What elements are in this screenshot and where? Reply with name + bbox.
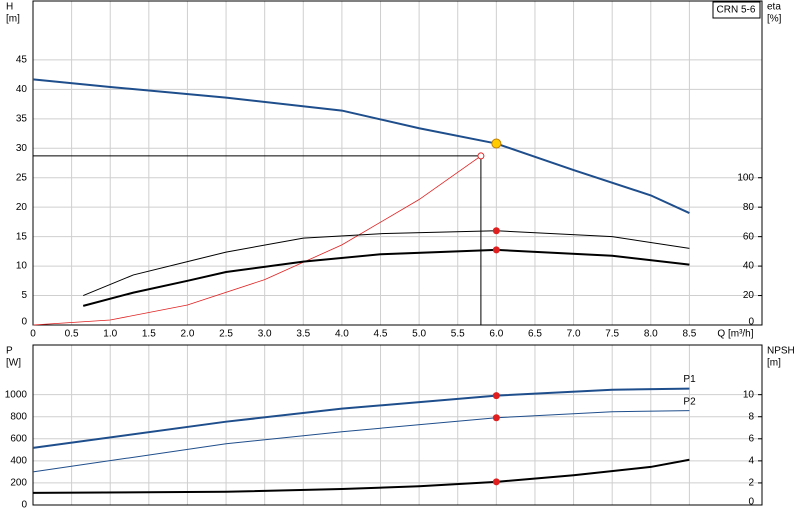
y2-tick-label: 2 [748, 478, 754, 489]
y2-tick-label: 0 [748, 317, 754, 328]
duty-point [492, 227, 500, 235]
y-tick-label: 400 [10, 456, 27, 467]
y-tick-label: 200 [10, 478, 27, 489]
duty-point [492, 478, 500, 486]
x-tick-label: 8.0 [644, 329, 658, 340]
x-tick-label: 5.0 [412, 329, 426, 340]
x-axis-label: Q [m³/h] [717, 329, 753, 340]
y2-tick-label: 80 [743, 202, 755, 213]
series-label: P2 [683, 396, 696, 407]
operating-point [477, 152, 485, 160]
x-tick-label: 2.5 [219, 329, 233, 340]
y-tick-label: 35 [16, 113, 28, 124]
y-tick-label: 20 [16, 202, 28, 213]
duty-point [492, 246, 500, 254]
y2-tick-label: 10 [743, 389, 755, 400]
y2-tick-label: 8 [748, 411, 754, 422]
x-tick-label: 7.0 [567, 329, 581, 340]
duty-point [492, 392, 500, 400]
series-label: P1 [683, 374, 696, 385]
x-tick-label: 4.5 [374, 329, 388, 340]
y-axis-unit: [m] [6, 14, 20, 25]
y2-tick-label: 40 [743, 261, 755, 272]
x-tick-label: 0 [30, 329, 36, 340]
x-tick-label: 0.5 [65, 329, 79, 340]
series-line [32, 410, 690, 473]
x-tick-label: 8.5 [682, 329, 696, 340]
y-tick-label: 0 [21, 500, 27, 511]
series-line [32, 155, 482, 326]
x-tick-label: 6.0 [489, 329, 503, 340]
y2-axis-label: eta [767, 2, 781, 13]
plot-frame [32, 0, 763, 326]
y-tick-label: 30 [16, 143, 28, 154]
x-tick-label: 6.5 [528, 329, 542, 340]
y2-axis-unit: [m] [767, 358, 781, 369]
x-tick-label: 4.0 [335, 329, 349, 340]
y2-tick-label: 4 [748, 456, 754, 467]
y2-tick-label: 6 [748, 433, 754, 444]
y-tick-label: 10 [16, 261, 28, 272]
y-tick-label: 25 [16, 172, 28, 183]
label-box [712, 1, 761, 19]
plot-frame [32, 344, 763, 506]
y-tick-label: 5 [21, 290, 27, 301]
x-tick-label: 7.5 [605, 329, 619, 340]
series-line [83, 230, 690, 297]
series-line [32, 78, 690, 214]
x-tick-label: 1.5 [142, 329, 156, 340]
y-axis-label: H [6, 2, 13, 13]
y-tick-label: 0 [21, 317, 27, 328]
y-tick-label: 1000 [5, 389, 28, 400]
y2-tick-label: 60 [743, 231, 755, 242]
x-tick-label: 3.5 [296, 329, 310, 340]
x-tick-label: 2.0 [180, 329, 194, 340]
series-line [82, 248, 690, 307]
y2-tick-label: 20 [743, 290, 755, 301]
x-tick-label: 5.5 [451, 329, 465, 340]
y-tick-label: 600 [10, 433, 27, 444]
duty-point [491, 138, 502, 149]
series-line [32, 387, 690, 449]
y2-tick-label: 100 [737, 172, 754, 183]
x-tick-label: 1.0 [103, 329, 117, 340]
y2-axis-unit: [%] [767, 14, 782, 25]
y-tick-label: 800 [10, 411, 27, 422]
chart-label: CRN 5-6 [717, 5, 756, 16]
y2-axis-label: NPSH [767, 346, 795, 357]
y-tick-label: 15 [16, 231, 28, 242]
series-line [32, 458, 690, 494]
x-tick-label: 3.0 [258, 329, 272, 340]
y-axis-unit: [W] [6, 358, 21, 369]
y2-tick-label: 0 [748, 497, 754, 508]
y-axis-label: P [6, 346, 13, 357]
y-tick-label: 45 [16, 55, 28, 66]
y-tick-label: 40 [16, 84, 28, 95]
duty-point [492, 414, 500, 422]
